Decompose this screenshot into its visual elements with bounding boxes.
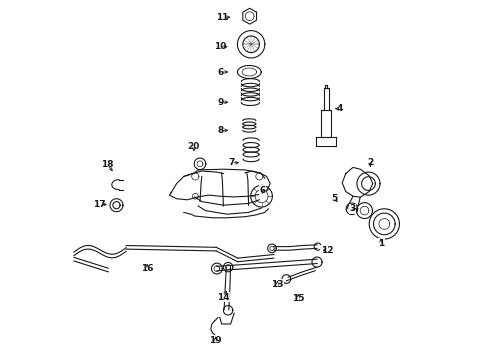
Text: 13: 13 [271, 280, 284, 289]
Text: 4: 4 [336, 104, 343, 113]
Text: 14: 14 [217, 292, 230, 302]
Text: 11: 11 [217, 13, 229, 22]
Text: 3: 3 [349, 204, 355, 213]
Text: 7: 7 [228, 158, 235, 167]
Text: 2: 2 [367, 158, 373, 167]
Text: 5: 5 [331, 194, 338, 202]
Text: 8: 8 [218, 126, 223, 135]
Text: 1: 1 [378, 239, 384, 248]
Text: 20: 20 [188, 143, 200, 152]
Text: 9: 9 [218, 98, 224, 107]
Text: 6: 6 [260, 186, 266, 195]
Text: 17: 17 [93, 200, 106, 209]
Text: 15: 15 [292, 294, 304, 302]
Text: 12: 12 [321, 246, 333, 255]
Text: 16: 16 [141, 264, 153, 273]
Text: 6: 6 [218, 68, 223, 77]
Text: 10: 10 [214, 42, 226, 51]
Text: 18: 18 [101, 161, 114, 170]
Text: 19: 19 [209, 336, 222, 345]
